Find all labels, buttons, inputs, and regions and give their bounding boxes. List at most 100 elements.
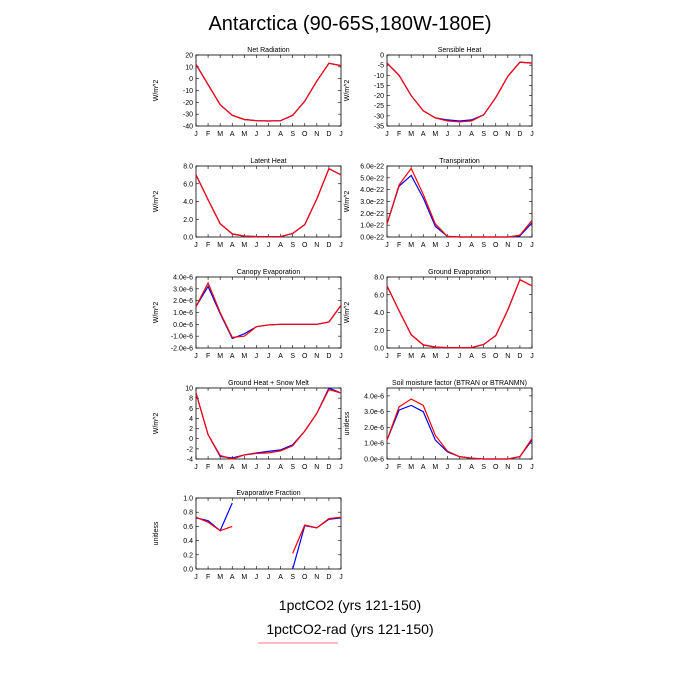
x-tick-label: J: [194, 353, 198, 360]
x-tick-label: F: [397, 464, 401, 471]
y-tick-label: 1.0e-22: [360, 223, 384, 230]
x-tick-label: M: [408, 131, 414, 138]
x-tick-label: J: [255, 353, 259, 360]
x-tick-label: D: [326, 353, 331, 360]
x-tick-label: J: [339, 464, 343, 471]
y-tick-label: 0.6: [183, 524, 193, 531]
x-tick-label: S: [290, 242, 295, 249]
plot-frame: [386, 165, 533, 238]
x-tick-label: O: [493, 131, 499, 138]
panel-title: Latent Heat: [250, 158, 286, 165]
x-tick-label: F: [206, 242, 210, 249]
x-tick-label: J: [255, 131, 259, 138]
x-tick-label: F: [206, 131, 210, 138]
panel-title: Soil moisture factor (BTRAN or BTRANMN): [392, 380, 527, 387]
y-tick-label: -30: [374, 113, 384, 120]
x-tick-label: O: [493, 353, 499, 360]
y-axis-label: W/m^2: [344, 302, 351, 324]
x-tick-label: F: [206, 353, 210, 360]
x-tick-label: J: [530, 353, 534, 360]
x-tick-label: O: [493, 464, 499, 471]
series-2-line: [195, 516, 233, 532]
y-tick-label: 0: [189, 436, 193, 443]
panel-title: Ground Heat + Snow Melt: [228, 380, 309, 387]
x-tick-label: J: [267, 131, 271, 138]
x-tick-label: J: [194, 574, 198, 581]
plot-frame: [195, 387, 342, 460]
y-tick-label: 1.0: [183, 496, 193, 503]
x-tick-label: J: [385, 242, 389, 249]
x-tick-label: J: [194, 242, 198, 249]
y-tick-label: -10: [374, 73, 384, 80]
x-tick-label: M: [408, 464, 414, 471]
y-tick-label: 2.0e-6: [364, 425, 384, 432]
x-tick-label: J: [267, 464, 271, 471]
y-tick-label: 4.0e-6: [173, 275, 193, 282]
y-axis-label: W/m^2: [153, 413, 160, 435]
x-tick-label: F: [397, 242, 401, 249]
x-tick-label: S: [481, 131, 486, 138]
x-tick-label: S: [481, 242, 486, 249]
x-tick-label: N: [314, 242, 319, 249]
x-tick-label: J: [267, 574, 271, 581]
x-tick-label: J: [255, 464, 259, 471]
panel-title: Canopy Evaporation: [237, 269, 301, 276]
y-tick-label: 0.8: [183, 510, 193, 517]
y-tick-label: -35: [374, 124, 384, 131]
panel-title: Ground Evaporation: [428, 269, 491, 276]
x-tick-label: A: [469, 353, 474, 360]
y-tick-label: 3.0e-6: [364, 409, 384, 416]
plot-frame: [386, 387, 533, 460]
x-tick-label: M: [408, 353, 414, 360]
panel-title: Net Radiation: [247, 47, 290, 54]
y-tick-label: 8.0: [183, 164, 193, 171]
x-tick-label: J: [446, 242, 450, 249]
x-tick-label: M: [432, 353, 438, 360]
x-tick-label: S: [290, 353, 295, 360]
x-tick-label: N: [314, 464, 319, 471]
y-tick-label: -20: [374, 93, 384, 100]
y-tick-label: 20: [185, 53, 193, 60]
x-tick-label: J: [194, 131, 198, 138]
series-1-line: [386, 404, 533, 460]
x-tick-label: A: [421, 353, 426, 360]
series-1-line: [386, 278, 533, 349]
x-tick-label: J: [339, 353, 343, 360]
x-tick-label: N: [314, 131, 319, 138]
x-tick-label: J: [458, 242, 462, 249]
y-tick-label: 6.0e-22: [360, 164, 384, 171]
y-tick-label: 0.4: [183, 538, 193, 545]
x-tick-label: S: [481, 353, 486, 360]
x-tick-label: D: [517, 464, 522, 471]
y-tick-label: -15: [374, 83, 384, 90]
x-tick-label: A: [421, 464, 426, 471]
x-tick-label: S: [290, 131, 295, 138]
x-tick-label: J: [446, 464, 450, 471]
y-tick-label: -1.0e-6: [171, 334, 193, 341]
x-tick-label: M: [241, 574, 247, 581]
plot-frame: [195, 165, 342, 238]
x-tick-label: A: [230, 131, 235, 138]
y-tick-label: -30: [183, 112, 193, 119]
plot-frame: [195, 276, 342, 349]
y-tick-label: -20: [183, 100, 193, 107]
x-tick-label: M: [241, 242, 247, 249]
series-2-line: [195, 281, 342, 338]
x-tick-label: J: [194, 464, 198, 471]
y-tick-label: -5: [378, 63, 384, 70]
plot-frame: [386, 276, 533, 349]
series-1-line: [195, 62, 342, 122]
x-tick-label: A: [230, 464, 235, 471]
y-tick-label: 6.0: [374, 292, 384, 299]
x-tick-label: O: [302, 464, 308, 471]
x-tick-label: D: [517, 242, 522, 249]
panel-title: Sensible Heat: [438, 47, 482, 54]
y-tick-label: -25: [374, 103, 384, 110]
x-tick-label: M: [217, 242, 223, 249]
x-tick-label: J: [530, 464, 534, 471]
series-1-line: [195, 387, 342, 459]
